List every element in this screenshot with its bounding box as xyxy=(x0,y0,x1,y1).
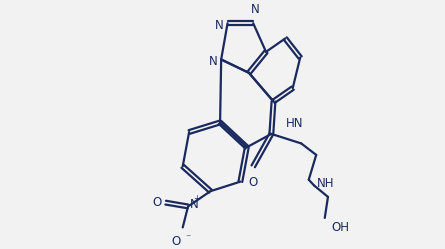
Text: N: N xyxy=(190,198,199,211)
Text: N: N xyxy=(209,55,218,68)
Text: HN: HN xyxy=(286,117,304,130)
Text: O: O xyxy=(152,196,162,209)
Text: N: N xyxy=(214,19,223,32)
Text: O: O xyxy=(171,235,181,248)
Text: +: + xyxy=(194,194,200,203)
Text: ⁻: ⁻ xyxy=(185,233,190,243)
Text: NH: NH xyxy=(317,177,335,190)
Text: N: N xyxy=(251,2,260,16)
Text: O: O xyxy=(249,176,258,189)
Text: OH: OH xyxy=(331,221,349,234)
